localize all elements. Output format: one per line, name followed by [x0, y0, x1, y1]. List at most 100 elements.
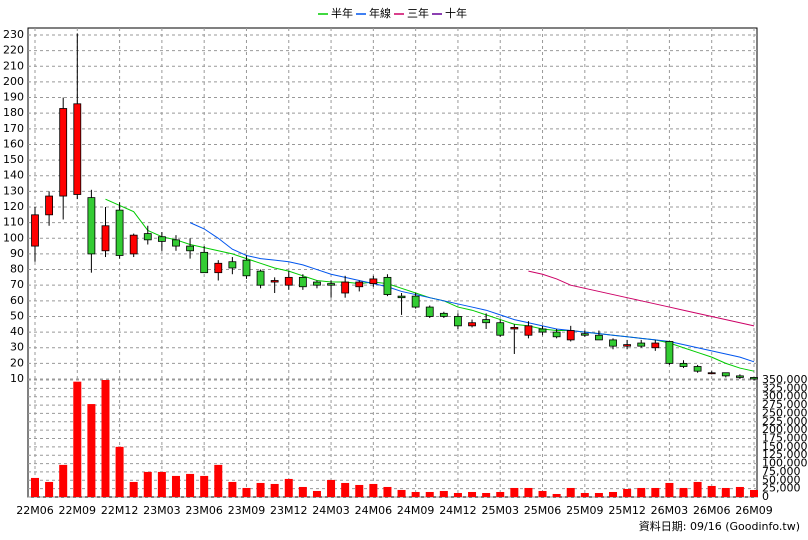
x-tick-label: 26M03 [651, 504, 689, 517]
volume-bar [439, 490, 448, 497]
candle-body [87, 197, 96, 255]
volume-bar [552, 493, 561, 497]
y2-tick-label: 50,000 [762, 473, 801, 486]
candle-body [595, 334, 603, 341]
volume-bar [679, 487, 688, 497]
volume-bar [200, 475, 209, 497]
y-tick-label: 20 [10, 356, 24, 369]
candle-body [736, 375, 744, 378]
candle-body [214, 262, 223, 274]
volume-bar [312, 490, 321, 497]
ma-line [528, 270, 755, 327]
y2-tick-label: 250,000 [762, 406, 808, 419]
candle-body [200, 251, 209, 274]
x-tick-label: 22M09 [59, 504, 97, 517]
candle-body [679, 362, 688, 367]
candle-body [609, 339, 617, 347]
y-tick-label: 170 [3, 122, 24, 135]
candle-body [566, 330, 575, 341]
volume-bar [129, 481, 138, 497]
candle-body [510, 326, 519, 330]
x-tick-label: 24M03 [312, 504, 350, 517]
y-tick-label: 210 [3, 59, 24, 72]
legend-label: 半年 [331, 6, 353, 20]
plot-frame [27, 27, 758, 498]
y-tick-label: 50 [10, 309, 24, 322]
volume-bar [242, 487, 251, 497]
volume-bar [524, 487, 533, 497]
y-tick-label: 200 [3, 75, 24, 88]
candle-body [411, 295, 420, 308]
x-tick-label: 23M03 [143, 504, 181, 517]
y2-tick-label: 125,000 [762, 448, 808, 461]
volume-bar [397, 489, 406, 497]
candle-body [369, 278, 378, 285]
volume-bar [538, 490, 547, 497]
x-tick-label: 22M12 [101, 504, 139, 517]
candle-body [270, 280, 279, 283]
candle-body [31, 214, 39, 247]
volume-bar [327, 479, 336, 497]
x-tick-label: 22M06 [16, 504, 54, 517]
volume-bar [411, 491, 420, 497]
x-tick-label: 25M12 [608, 504, 646, 517]
legend-label: 三年 [407, 6, 429, 20]
volume-bar [609, 491, 618, 497]
x-tick-label: 23M09 [228, 504, 266, 517]
y2-tick-label: 25,000 [762, 482, 801, 495]
candle-body [186, 245, 194, 252]
x-tick-label: 23M06 [185, 504, 223, 517]
x-tick-label: 24M12 [439, 504, 477, 517]
y-tick-label: 60 [10, 294, 24, 307]
candle-body [538, 328, 547, 333]
y2-tick-label: 0 [762, 490, 769, 503]
volume-bar [115, 446, 124, 497]
y-tick-label: 140 [3, 169, 24, 182]
volume-bar [735, 486, 744, 497]
candle-body [482, 319, 491, 324]
candle-body [707, 372, 716, 375]
y-tick-label: 110 [3, 216, 24, 229]
candle-body [341, 281, 350, 294]
y2-tick-label: 150,000 [762, 440, 808, 453]
volume-bar [171, 475, 180, 497]
y-tick-label: 150 [3, 153, 24, 166]
volume-bar [566, 487, 575, 497]
candle-body [721, 372, 730, 377]
candle-body [73, 103, 82, 195]
volume-bar [73, 381, 82, 497]
candle-body [397, 295, 406, 299]
volume-bar [157, 471, 166, 497]
volume-bar [101, 380, 110, 497]
y-tick-label: 40 [10, 325, 24, 338]
candle-body [59, 108, 68, 197]
volume-bar [651, 487, 660, 497]
y-tick-label: 90 [10, 247, 24, 260]
volume-bar [45, 481, 54, 497]
y-tick-label: 180 [3, 106, 24, 119]
candle-body [143, 233, 152, 241]
volume-bar [87, 404, 96, 497]
candle-body [242, 259, 251, 277]
volume-bar [369, 483, 378, 497]
x-tick-label: 25M06 [524, 504, 562, 517]
volume-bar [284, 478, 293, 497]
candle-body [524, 325, 533, 336]
y2-tick-label: 100,000 [762, 457, 808, 470]
candle-body [228, 261, 237, 269]
volume-bar [580, 492, 589, 497]
candle-body [284, 276, 293, 286]
y-tick-label: 70 [10, 278, 24, 291]
volume-bar [721, 487, 730, 497]
x-tick-label: 24M06 [355, 504, 393, 517]
y2-tick-label: 75,000 [762, 465, 801, 478]
y-tick-label: 130 [3, 184, 24, 197]
candle-body [623, 344, 632, 347]
candle-body [454, 316, 462, 327]
candle-body [425, 306, 434, 317]
y2-tick-label: 175,000 [762, 432, 808, 445]
x-tick-label: 26M06 [693, 504, 731, 517]
volume-bar [256, 482, 265, 497]
candle-body [496, 322, 505, 336]
